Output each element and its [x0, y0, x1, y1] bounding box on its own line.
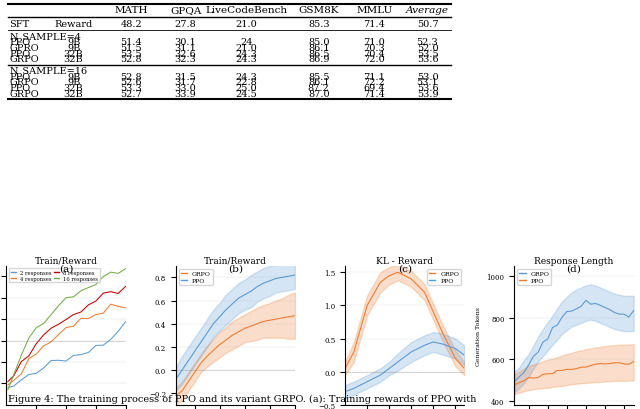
Text: Figure 4: The training process of PPO and its variant GRPO. (a): Training reward: Figure 4: The training process of PPO an…	[8, 394, 476, 403]
Text: 52.6: 52.6	[120, 78, 142, 87]
Text: 31.7: 31.7	[175, 78, 196, 87]
Text: LiveCodeBench: LiveCodeBench	[205, 6, 287, 15]
Text: 32B: 32B	[64, 84, 83, 93]
Text: GPRO: GPRO	[10, 44, 39, 53]
Text: 24.5: 24.5	[236, 90, 257, 99]
Text: 31.1: 31.1	[175, 44, 196, 53]
Text: PPO: PPO	[10, 49, 31, 58]
Text: 53.0: 53.0	[417, 72, 438, 81]
Text: PPO: PPO	[10, 84, 31, 93]
Text: 70.4: 70.4	[364, 49, 385, 58]
Text: N_SAMPLE=16: N_SAMPLE=16	[10, 66, 88, 76]
Text: 9B: 9B	[67, 78, 80, 87]
Text: MATH: MATH	[115, 6, 148, 15]
Text: 52.0: 52.0	[417, 44, 438, 53]
Text: (a): (a)	[59, 263, 73, 272]
Text: 32B: 32B	[64, 49, 83, 58]
Text: 53.5: 53.5	[120, 49, 142, 58]
Legend: GRPO, PPO: GRPO, PPO	[428, 269, 461, 285]
Text: 85.3: 85.3	[308, 20, 330, 29]
Text: 52.8: 52.8	[120, 72, 142, 81]
Text: 85.5: 85.5	[308, 72, 330, 81]
Text: 87.2: 87.2	[308, 84, 330, 93]
Text: 86.1: 86.1	[308, 44, 330, 53]
Text: 53.1: 53.1	[417, 78, 438, 87]
Text: 9B: 9B	[67, 72, 80, 81]
Text: 24: 24	[240, 38, 253, 47]
Text: 70.3: 70.3	[364, 44, 385, 53]
Text: Average: Average	[406, 6, 449, 15]
Text: Reward: Reward	[54, 20, 93, 29]
Title: KL - Reward: KL - Reward	[376, 256, 433, 265]
Text: 33.0: 33.0	[175, 84, 196, 93]
Y-axis label: Generation Tokens: Generation Tokens	[476, 306, 481, 365]
Text: 51.4: 51.4	[120, 38, 142, 47]
Text: 32.3: 32.3	[175, 55, 196, 64]
Text: MMLU: MMLU	[356, 6, 392, 15]
Text: GSM8K: GSM8K	[298, 6, 339, 15]
Text: 30.1: 30.1	[175, 38, 196, 47]
Title: Train/Reward: Train/Reward	[35, 256, 97, 265]
Text: 86.1: 86.1	[308, 78, 330, 87]
Text: 71.1: 71.1	[364, 72, 385, 81]
Legend: GRPO, PPO: GRPO, PPO	[179, 269, 212, 285]
Text: 9B: 9B	[67, 38, 80, 47]
Text: 48.2: 48.2	[120, 20, 142, 29]
Text: 24.3: 24.3	[236, 72, 257, 81]
Text: 27.8: 27.8	[175, 20, 196, 29]
Text: 53.3: 53.3	[120, 84, 142, 93]
Text: (c): (c)	[397, 263, 412, 272]
Legend: 2 responses, 4 responses, 8 responses, 16 responses: 2 responses, 4 responses, 8 responses, 1…	[9, 269, 100, 283]
Text: 52.7: 52.7	[120, 90, 142, 99]
Text: 85.0: 85.0	[308, 38, 330, 47]
Text: 22.8: 22.8	[236, 78, 257, 87]
Text: 31.5: 31.5	[175, 72, 196, 81]
Text: 32.6: 32.6	[175, 49, 196, 58]
Text: 87.0: 87.0	[308, 90, 330, 99]
Text: GRPO: GRPO	[10, 90, 39, 99]
Text: 52.3: 52.3	[417, 38, 438, 47]
Text: 32B: 32B	[64, 55, 83, 64]
Text: 71.0: 71.0	[364, 38, 385, 47]
Text: 71.4: 71.4	[364, 90, 385, 99]
Text: 86.9: 86.9	[308, 55, 330, 64]
Title: Response Length: Response Length	[534, 256, 614, 265]
Title: Train/Reward: Train/Reward	[204, 256, 267, 265]
Text: 21.0: 21.0	[236, 20, 257, 29]
Text: PPO: PPO	[10, 72, 31, 81]
Text: 53.5: 53.5	[417, 49, 438, 58]
Text: 9B: 9B	[67, 44, 80, 53]
Text: 33.9: 33.9	[175, 90, 196, 99]
Text: 86.5: 86.5	[308, 49, 330, 58]
Text: GRPO: GRPO	[10, 55, 39, 64]
Text: PPO: PPO	[10, 38, 31, 47]
Text: GRPO: GRPO	[10, 78, 39, 87]
Text: 51.5: 51.5	[120, 44, 142, 53]
Text: (b): (b)	[228, 263, 243, 272]
Text: 50.7: 50.7	[417, 20, 438, 29]
Text: 53.6: 53.6	[417, 55, 438, 64]
Text: 52.8: 52.8	[120, 55, 142, 64]
Text: GPQA: GPQA	[170, 6, 202, 15]
Text: 53.9: 53.9	[417, 90, 438, 99]
Text: 69.4: 69.4	[364, 84, 385, 93]
Legend: GRPO, PPO: GRPO, PPO	[518, 269, 552, 285]
Text: 72.0: 72.0	[364, 55, 385, 64]
Text: 53.6: 53.6	[417, 84, 438, 93]
Text: 24.3: 24.3	[236, 55, 257, 64]
Text: 25.0: 25.0	[236, 84, 257, 93]
Text: 71.4: 71.4	[364, 20, 385, 29]
Text: 24.3: 24.3	[236, 49, 257, 58]
Text: N_SAMPLE=4: N_SAMPLE=4	[10, 32, 82, 42]
Text: (d): (d)	[566, 263, 581, 272]
Text: 72.2: 72.2	[364, 78, 385, 87]
Text: 32B: 32B	[64, 90, 83, 99]
Text: SFT: SFT	[10, 20, 30, 29]
Text: 21.0: 21.0	[236, 44, 257, 53]
